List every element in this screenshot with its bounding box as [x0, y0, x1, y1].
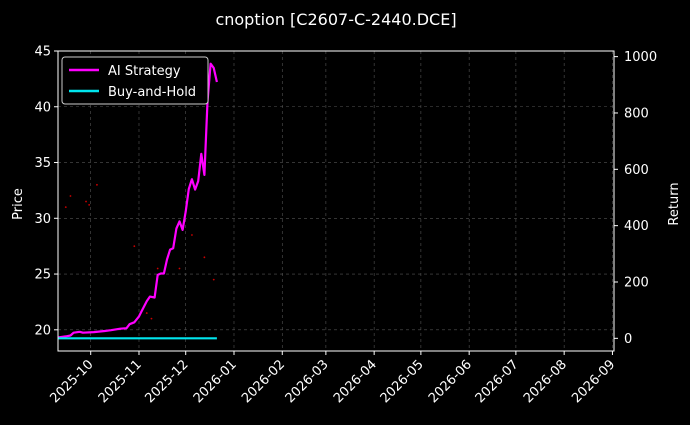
scatter-point [203, 256, 206, 259]
legend-label-buy-and-hold: Buy-and-Hold [108, 85, 196, 100]
y-left-tick-label: 35 [34, 156, 51, 171]
scatter-point [212, 278, 215, 281]
y-left-tick-label: 20 [34, 323, 51, 338]
y-axis-right-label: Return [667, 182, 682, 225]
scatter-point [145, 312, 148, 314]
y-right-tick-label: 800 [624, 106, 649, 121]
y-right-tick-label: 400 [624, 219, 649, 234]
scatter-point [96, 183, 98, 186]
scatter-point [191, 234, 193, 236]
scatter-point [88, 204, 91, 206]
scatter-point [150, 317, 153, 320]
chart-title: cnoption [C2607-C-2440.DCE] [215, 10, 456, 29]
y-right-tick-label: 600 [624, 163, 649, 178]
y-left-tick-label: 25 [34, 268, 51, 283]
ai-strategy-line [57, 62, 218, 339]
scatter-point [178, 267, 181, 270]
scatter-point [69, 195, 72, 197]
data-layer [57, 62, 218, 340]
y-right-tick-label: 0 [624, 332, 632, 347]
scatter-point [156, 267, 159, 270]
y-left-tick-label: 40 [34, 100, 51, 115]
y-left-tick-label: 45 [34, 45, 51, 60]
y-axis-left-label: Price [11, 188, 26, 220]
scatter-point [64, 206, 67, 209]
legend-label-ai-strategy: AI Strategy [108, 64, 181, 79]
plot-frame [57, 50, 615, 352]
scatter-point [133, 245, 136, 248]
y-right-tick-label: 200 [624, 275, 649, 290]
scatter-point [85, 200, 87, 203]
y-left-tick-label: 30 [34, 212, 51, 227]
legend: AI Strategy Buy-and-Hold [61, 56, 209, 105]
y-right-tick-label: 1000 [624, 50, 657, 65]
